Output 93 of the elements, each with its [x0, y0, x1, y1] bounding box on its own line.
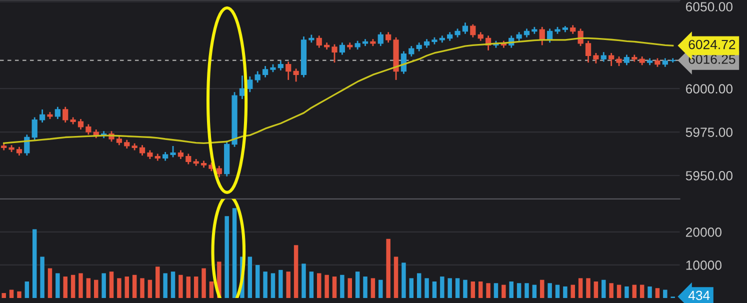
bar: [455, 278, 460, 298]
bar: [548, 283, 552, 298]
bar: [363, 276, 368, 298]
bar: [478, 281, 483, 298]
bar: [424, 278, 429, 298]
bar: [40, 256, 44, 298]
bar: [309, 272, 314, 298]
bar: [586, 278, 590, 298]
bar: [78, 273, 83, 298]
bar: [178, 274, 183, 298]
bar: [156, 266, 160, 298]
bar: [448, 278, 452, 298]
bar: [70, 274, 76, 298]
bar: [94, 280, 98, 298]
bar: [2, 293, 6, 298]
bar: [132, 274, 137, 298]
bar: [194, 276, 198, 298]
bar: [555, 284, 560, 298]
bar: [148, 280, 152, 298]
y-tick-label: 20000: [686, 228, 722, 237]
bar: [255, 264, 260, 298]
bar: [609, 283, 614, 298]
bar: [616, 284, 622, 298]
bar: [570, 284, 575, 298]
bar: [48, 268, 52, 298]
bar: [602, 280, 606, 298]
bar: [270, 273, 276, 298]
bar: [440, 276, 444, 298]
bar: [394, 256, 398, 298]
bar: [202, 268, 206, 298]
y-tick-label: 5975.00: [686, 128, 733, 137]
bar: [432, 281, 437, 298]
bar: [463, 280, 468, 298]
bar: [263, 272, 268, 298]
bar: [386, 238, 390, 298]
bar: [117, 278, 122, 298]
bar: [502, 284, 506, 298]
bar: [578, 278, 583, 298]
bar: [302, 264, 306, 298]
bar: [655, 288, 660, 298]
bar: [24, 281, 30, 298]
y-tick-label: 6000.00: [686, 84, 733, 94]
bar: [332, 276, 337, 298]
bar: [294, 245, 298, 298]
bar: [324, 274, 329, 298]
bar: [663, 290, 668, 298]
bar: [563, 286, 568, 298]
bar: [540, 280, 544, 298]
bar: [486, 283, 490, 298]
bar: [232, 208, 237, 298]
bar: [416, 273, 422, 298]
y-tick-label: 10000: [686, 260, 722, 270]
bar: [56, 273, 60, 298]
bar: [348, 278, 352, 298]
text: 434: [688, 290, 710, 300]
bar: [370, 278, 376, 298]
bar: [102, 273, 106, 298]
text: 6024.72: [688, 40, 736, 50]
bar: [648, 286, 652, 298]
bar: [109, 272, 114, 298]
bar: [140, 278, 144, 298]
bar: [224, 216, 229, 298]
y-tick-label: 6050.00: [686, 2, 733, 12]
bar: [32, 229, 37, 298]
bar: [632, 284, 637, 298]
bar: [640, 284, 644, 298]
bar: [317, 273, 322, 298]
bar: [286, 272, 290, 298]
bar: [355, 272, 360, 298]
bar: [86, 278, 91, 298]
bar: [594, 281, 598, 298]
bar: [163, 273, 168, 298]
bar: [532, 284, 537, 298]
bar: [9, 290, 14, 298]
bar: [516, 283, 522, 298]
bar: [524, 283, 529, 298]
bar: [186, 276, 191, 298]
bar: [170, 272, 176, 298]
bar: [124, 276, 129, 298]
bar: [624, 286, 629, 298]
y-tick-label: 5950.00: [686, 171, 733, 180]
bar: [402, 262, 406, 298]
bar: [17, 291, 22, 298]
bar: [278, 270, 283, 298]
bar: [378, 280, 383, 298]
bar: [248, 256, 252, 298]
bar: [340, 274, 344, 298]
bar: [509, 281, 514, 298]
bar: [470, 281, 476, 298]
bar: [409, 278, 414, 298]
bar: [209, 281, 214, 298]
bar: [63, 276, 68, 298]
bar: [494, 283, 498, 298]
